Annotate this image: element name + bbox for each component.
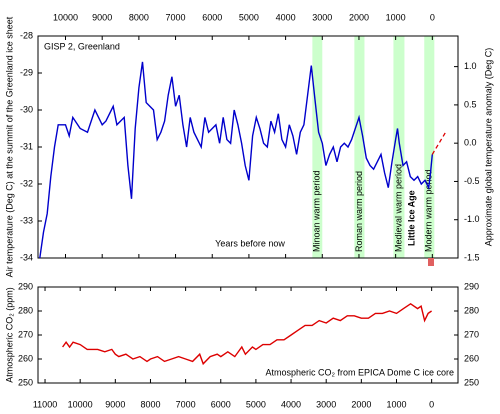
chart-title: GISP 2, Greenland [44, 41, 120, 51]
y2-tick-label: 250 [464, 377, 479, 387]
warm-period-band [393, 36, 405, 258]
modern-marker [428, 258, 434, 266]
y-tick-label: -32 [20, 178, 33, 188]
y2-tick-label: 260 [464, 353, 479, 363]
data-line [431, 130, 447, 155]
y-tick-label: -28 [20, 30, 33, 40]
y2-tick-label: 0.0 [464, 138, 477, 148]
x-tick-label: 10000 [68, 399, 93, 409]
x-tick-label: 6000 [202, 12, 222, 22]
x-tick-label: 6000 [211, 399, 231, 409]
band-label: Medieval warm period [393, 164, 403, 252]
note: Atmospheric CO₂ from EPICA Dome C ice co… [265, 367, 454, 377]
x-tick-label: 4000 [281, 399, 301, 409]
y-tick-label: -31 [20, 141, 33, 151]
x-tick-label: 11000 [33, 399, 57, 409]
x-tick-label: 2000 [349, 12, 369, 22]
x-tick-label: 9000 [92, 12, 112, 22]
x-tick-label: 0 [430, 12, 435, 22]
x-tick-label: 5000 [239, 12, 259, 22]
band-label: Roman warm period [354, 171, 364, 252]
x-tick-label: 8000 [140, 399, 160, 409]
annotation: Little Ice Age [407, 190, 417, 246]
x-tick-label: 7000 [166, 12, 186, 22]
y-tick-label: 270 [18, 329, 33, 339]
x-tick-label: 1000 [386, 12, 406, 22]
y-tick-label: -33 [20, 215, 33, 225]
y2-tick-label: -0.5 [464, 176, 480, 186]
y2-tick-label: 0.5 [464, 99, 477, 109]
x-axis-label: Years before now [215, 238, 285, 248]
y-tick-label: -30 [20, 104, 33, 114]
x-tick-label: 4000 [276, 12, 296, 22]
y2-tick-label: 280 [464, 305, 479, 315]
band-label: Modern warm period [424, 169, 434, 252]
y2-tick-label: -1.0 [464, 214, 480, 224]
y2-tick-label: 290 [464, 281, 479, 291]
y-tick-label: -29 [20, 67, 33, 77]
x-tick-label: 7000 [176, 399, 196, 409]
y-axis-label: Atmospheric CO₂ (ppm) [4, 287, 14, 383]
x-tick-label: 3000 [316, 399, 336, 409]
warm-period-band [424, 36, 435, 258]
x-tick-label: 8000 [129, 12, 149, 22]
y-tick-label: 290 [18, 281, 33, 291]
x-tick-label: 5000 [246, 399, 266, 409]
y-tick-label: 280 [18, 305, 33, 315]
warm-period-band [354, 36, 365, 258]
y-tick-label: 260 [18, 353, 33, 363]
x-tick-label: 0 [429, 399, 434, 409]
x-tick-label: 9000 [105, 399, 125, 409]
y2-tick-label: 1.0 [464, 61, 477, 71]
y2-tick-label: 270 [464, 329, 479, 339]
warm-period-band [312, 36, 323, 258]
x-tick-label: 1000 [386, 399, 406, 409]
y2-axis-label: Approximate global temperature anomaly (… [483, 48, 493, 247]
x-tick-label: 2000 [351, 399, 371, 409]
y2-tick-label: -1.5 [464, 252, 480, 262]
x-tick-label: 10000 [53, 12, 78, 22]
data-line [62, 302, 432, 366]
y-axis-label: Air temperature (Deg C) at the summit of… [4, 16, 14, 277]
band-label: Minoan warm period [312, 170, 322, 252]
y-tick-label: 250 [18, 377, 33, 387]
x-tick-label: 3000 [312, 12, 332, 22]
data-line [39, 61, 433, 259]
y-tick-label: -34 [20, 252, 33, 262]
